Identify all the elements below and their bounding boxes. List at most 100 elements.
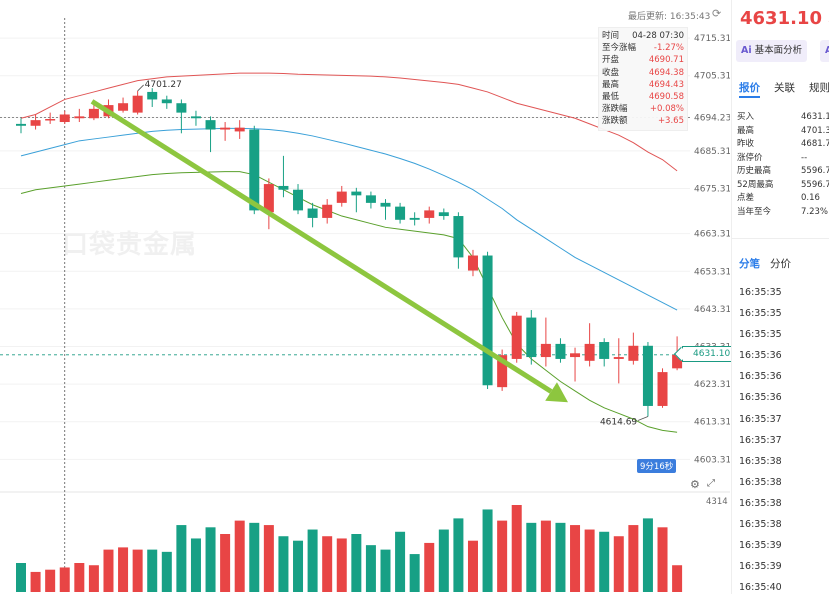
ai-second-button[interactable]: Ai [820, 40, 829, 62]
volume-bar [380, 549, 391, 592]
last-update-label: 最后更新: 16:35:43 [628, 12, 711, 22]
info-label: 收盘 [602, 67, 620, 78]
info-label: 至今涨幅 [602, 43, 637, 54]
tab-quote[interactable]: 报价 [739, 82, 760, 98]
info-label: 涨跌幅 [602, 104, 628, 115]
candlestick-chart-area[interactable]: 口袋贵金属 4715.31 4705.31 4694.23 4685.31 4675.3… [0, 0, 735, 594]
middle-band-line [20, 127, 678, 311]
volume-bar [147, 549, 158, 592]
tick-row: 16:35:35 [739, 287, 782, 298]
current-price-tag: 4631.10 [682, 346, 735, 362]
refresh-icon[interactable]: ⟳ [712, 7, 722, 20]
y-tick-label: 4623.31 [694, 380, 730, 390]
volume-bar [424, 542, 435, 592]
volume-bar [322, 536, 333, 592]
quote-row: 当年至今 7.23% [737, 206, 829, 220]
quote-row: 最高 4701.32 [737, 125, 829, 139]
candle [438, 212, 449, 217]
info-value: 4690.71 [648, 55, 684, 66]
high-annotation-pointer [137, 84, 144, 92]
volume-bar [307, 529, 318, 592]
quote-label: 当年至今 [737, 206, 772, 217]
volume-bar [336, 538, 347, 592]
tab-ticks[interactable]: 分笔 [739, 258, 760, 270]
info-row: 涨跌额 +3.65 [602, 115, 684, 127]
tick-row: 16:35:36 [739, 371, 782, 383]
tick-row: 16:35:39 [739, 561, 782, 573]
volume-bar [293, 540, 304, 592]
candle [365, 195, 376, 203]
tick-list[interactable]: 16:35:35 16:35:35 16:35:35 16:35:36 16:35:36… [739, 282, 782, 594]
candle [628, 345, 639, 361]
info-label: 最低 [602, 92, 620, 103]
y-tick-label: 4675.31 [694, 185, 730, 195]
candle [555, 343, 566, 359]
down-arrow-icon: ↓ [826, 12, 829, 28]
expand-icon[interactable]: ⤢ [707, 478, 715, 489]
candle [118, 103, 129, 111]
tick-row: 16:35:35 [739, 308, 782, 320]
volume-bar [74, 563, 85, 592]
settings-icon[interactable]: ⚙ [690, 478, 700, 491]
trend-arrow-line [90, 99, 553, 394]
info-row: 最高 4694.43 [602, 79, 684, 91]
tick-row: 16:35:38 [739, 497, 782, 509]
quote-label: 最高 [737, 125, 755, 136]
quote-row: 52周最高 5596.74 [737, 179, 829, 193]
candle [613, 357, 624, 359]
volume-bar [570, 525, 581, 592]
candle [205, 120, 216, 130]
candle [45, 119, 56, 121]
volume-bar [30, 571, 41, 592]
quote-value: 5596.74 [801, 166, 829, 176]
tab-related[interactable]: 关联 [774, 82, 795, 94]
info-label: 涨跌额 [602, 116, 628, 127]
candle [322, 204, 333, 218]
candle [59, 114, 70, 123]
volume-bar [642, 518, 653, 592]
y-tick-label: 4603.31 [694, 455, 730, 465]
tick-row: 16:35:35 [739, 329, 782, 341]
quote-value: 0.16 [801, 193, 820, 203]
quote-label: 昨收 [737, 139, 755, 149]
upper-band-line [20, 72, 678, 172]
tab-rules[interactable]: 规则 [809, 82, 829, 94]
quote-row: 买入 4631.10 [737, 111, 829, 125]
volume-bar [482, 509, 493, 592]
tick-row: 16:35:38 [739, 519, 782, 531]
trend-arrow-head [545, 382, 568, 403]
candle [497, 355, 508, 388]
candle [263, 184, 274, 213]
volume-bar [599, 531, 610, 592]
volume-bar [628, 525, 639, 592]
candle [147, 91, 158, 100]
volume-bar [45, 569, 56, 592]
volume-bar [234, 520, 245, 592]
y-tick-label: 4653.31 [694, 267, 730, 277]
tick-row: 16:35:36 [739, 392, 782, 404]
candle [176, 103, 187, 113]
candle [657, 372, 668, 406]
quote-row: 昨收 4681.74 [737, 138, 829, 152]
low-annotation-label: 4614.69 [600, 418, 637, 428]
quote-value: 4701.32 [801, 125, 829, 136]
volume-bar [409, 554, 420, 592]
ai-fundamental-analysis-button[interactable]: Ai 基本面分析 [736, 40, 808, 62]
current-price: 4631.10↓ [740, 8, 829, 29]
y-tick-label: 4694.23 [694, 113, 730, 123]
info-row: 收盘 4694.38 [602, 67, 684, 79]
ai-icon: Ai [825, 45, 829, 56]
tab-price-distribution[interactable]: 分价 [770, 258, 791, 270]
info-label: 最高 [602, 79, 620, 90]
candle-countdown-badge: 9分16秒 [637, 459, 677, 473]
quote-label: 买入 [737, 112, 755, 122]
candle [395, 206, 406, 220]
candle [249, 129, 260, 211]
volume-bar [453, 518, 464, 592]
info-value: +0.08% [649, 104, 684, 115]
volume-bar [438, 529, 449, 592]
candlestick-chart[interactable]: 4715.31 4705.31 4694.23 4685.31 4675.31 4663.… [0, 0, 730, 594]
quote-row: 点差 0.16 [737, 192, 829, 206]
candle [511, 315, 522, 359]
info-row: 开盘 4690.71 [602, 54, 684, 66]
